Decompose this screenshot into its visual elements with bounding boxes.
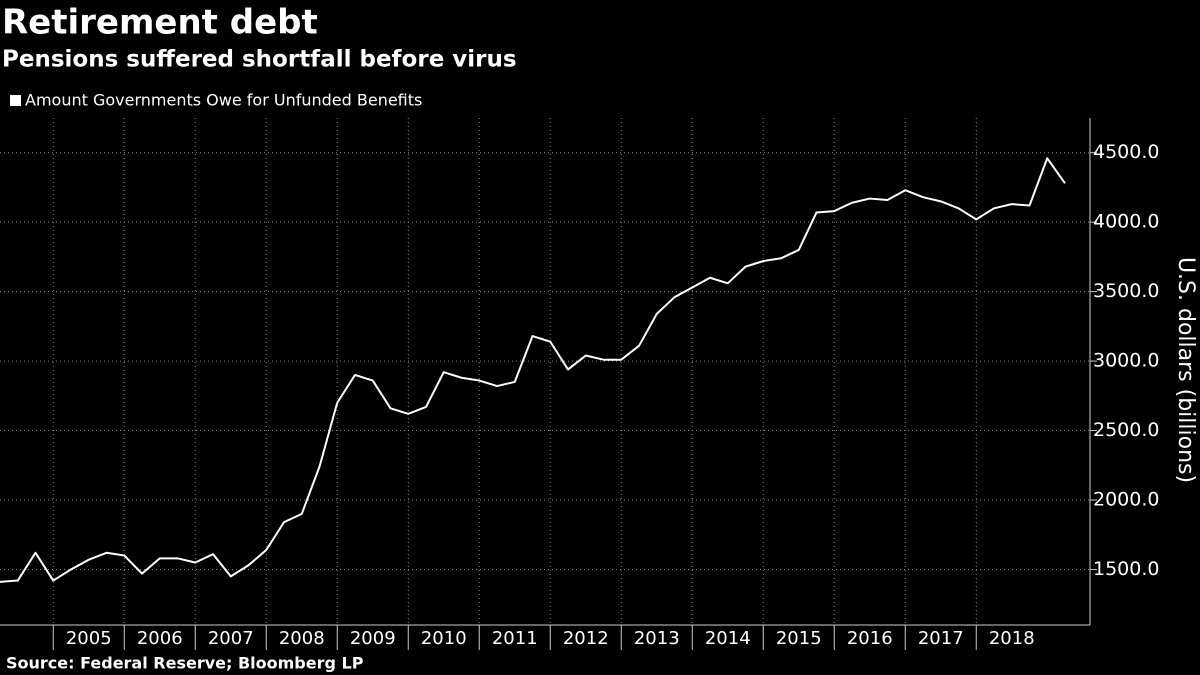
y-tick-label: 3500.0	[1093, 280, 1159, 302]
x-tick-label: 2012	[563, 628, 609, 649]
x-tick-label: 2006	[137, 628, 183, 649]
legend-swatch	[10, 95, 21, 106]
x-tick-label: 2017	[918, 628, 964, 649]
y-axis-title: U.S. dollars (billions)	[1173, 257, 1198, 483]
y-tick-label: 4500.0	[1093, 141, 1159, 163]
x-tick-label: 2008	[279, 628, 325, 649]
x-tick-label: 2005	[66, 628, 112, 649]
x-tick-label: 2015	[776, 628, 822, 649]
y-tick-label: 3000.0	[1093, 350, 1159, 372]
x-tick-label: 2007	[208, 628, 254, 649]
y-tick-label: 4000.0	[1093, 211, 1159, 233]
x-tick-label: 2018	[989, 628, 1035, 649]
source-note: Source: Federal Reserve; Bloomberg LP	[6, 654, 364, 673]
x-tick-label: 2011	[492, 628, 538, 649]
x-tick-label: 2010	[421, 628, 467, 649]
legend-label: Amount Governments Owe for Unfunded Bene…	[25, 91, 422, 110]
x-tick-label: 2016	[847, 628, 893, 649]
y-tick-label: 1500.0	[1093, 558, 1159, 580]
chart-title: Retirement debt	[2, 3, 318, 43]
y-tick-label: 2500.0	[1093, 419, 1159, 441]
x-tick-label: 2014	[705, 628, 751, 649]
data-line	[0, 157, 1066, 583]
x-tick-label: 2009	[350, 628, 396, 649]
chart-subtitle: Pensions suffered shortfall before virus	[2, 47, 517, 73]
x-tick-label: 2013	[634, 628, 680, 649]
y-tick-label: 2000.0	[1093, 488, 1159, 510]
